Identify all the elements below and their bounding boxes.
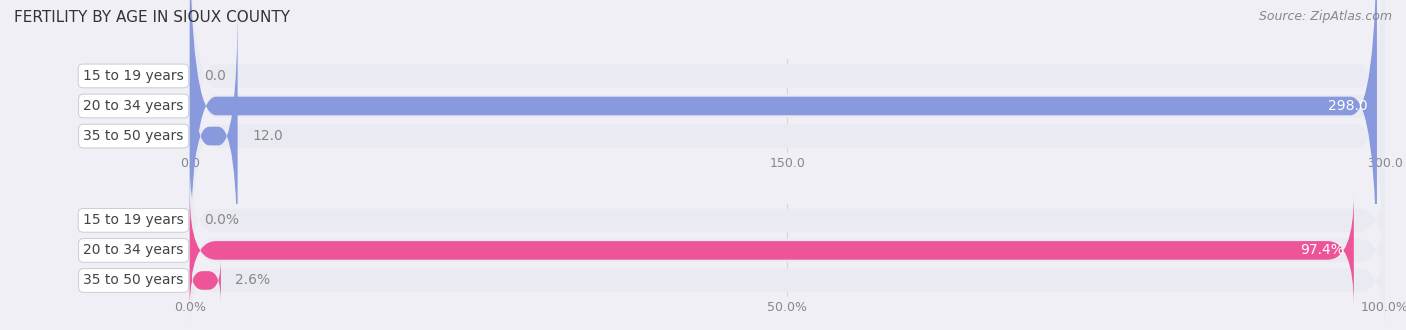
Text: Source: ZipAtlas.com: Source: ZipAtlas.com — [1258, 10, 1392, 23]
Text: 35 to 50 years: 35 to 50 years — [83, 129, 184, 143]
Text: 0.0%: 0.0% — [204, 214, 239, 227]
FancyBboxPatch shape — [190, 0, 1385, 293]
FancyBboxPatch shape — [190, 0, 1376, 295]
FancyBboxPatch shape — [190, 0, 1385, 323]
Text: 15 to 19 years: 15 to 19 years — [83, 69, 184, 83]
FancyBboxPatch shape — [190, 166, 1385, 275]
Text: 298.0: 298.0 — [1327, 99, 1368, 113]
Text: 35 to 50 years: 35 to 50 years — [83, 274, 184, 287]
FancyBboxPatch shape — [190, 258, 221, 302]
FancyBboxPatch shape — [190, 226, 1385, 330]
FancyBboxPatch shape — [190, 0, 1385, 263]
FancyBboxPatch shape — [190, 196, 1385, 305]
Text: 20 to 34 years: 20 to 34 years — [83, 244, 184, 257]
Text: 97.4%: 97.4% — [1301, 244, 1344, 257]
Text: 20 to 34 years: 20 to 34 years — [83, 99, 184, 113]
FancyBboxPatch shape — [190, 194, 1354, 307]
Text: 2.6%: 2.6% — [235, 274, 270, 287]
Text: 12.0: 12.0 — [252, 129, 283, 143]
Text: 15 to 19 years: 15 to 19 years — [83, 214, 184, 227]
Text: 0.0: 0.0 — [204, 69, 226, 83]
Text: FERTILITY BY AGE IN SIOUX COUNTY: FERTILITY BY AGE IN SIOUX COUNTY — [14, 10, 290, 25]
FancyBboxPatch shape — [190, 1, 238, 271]
